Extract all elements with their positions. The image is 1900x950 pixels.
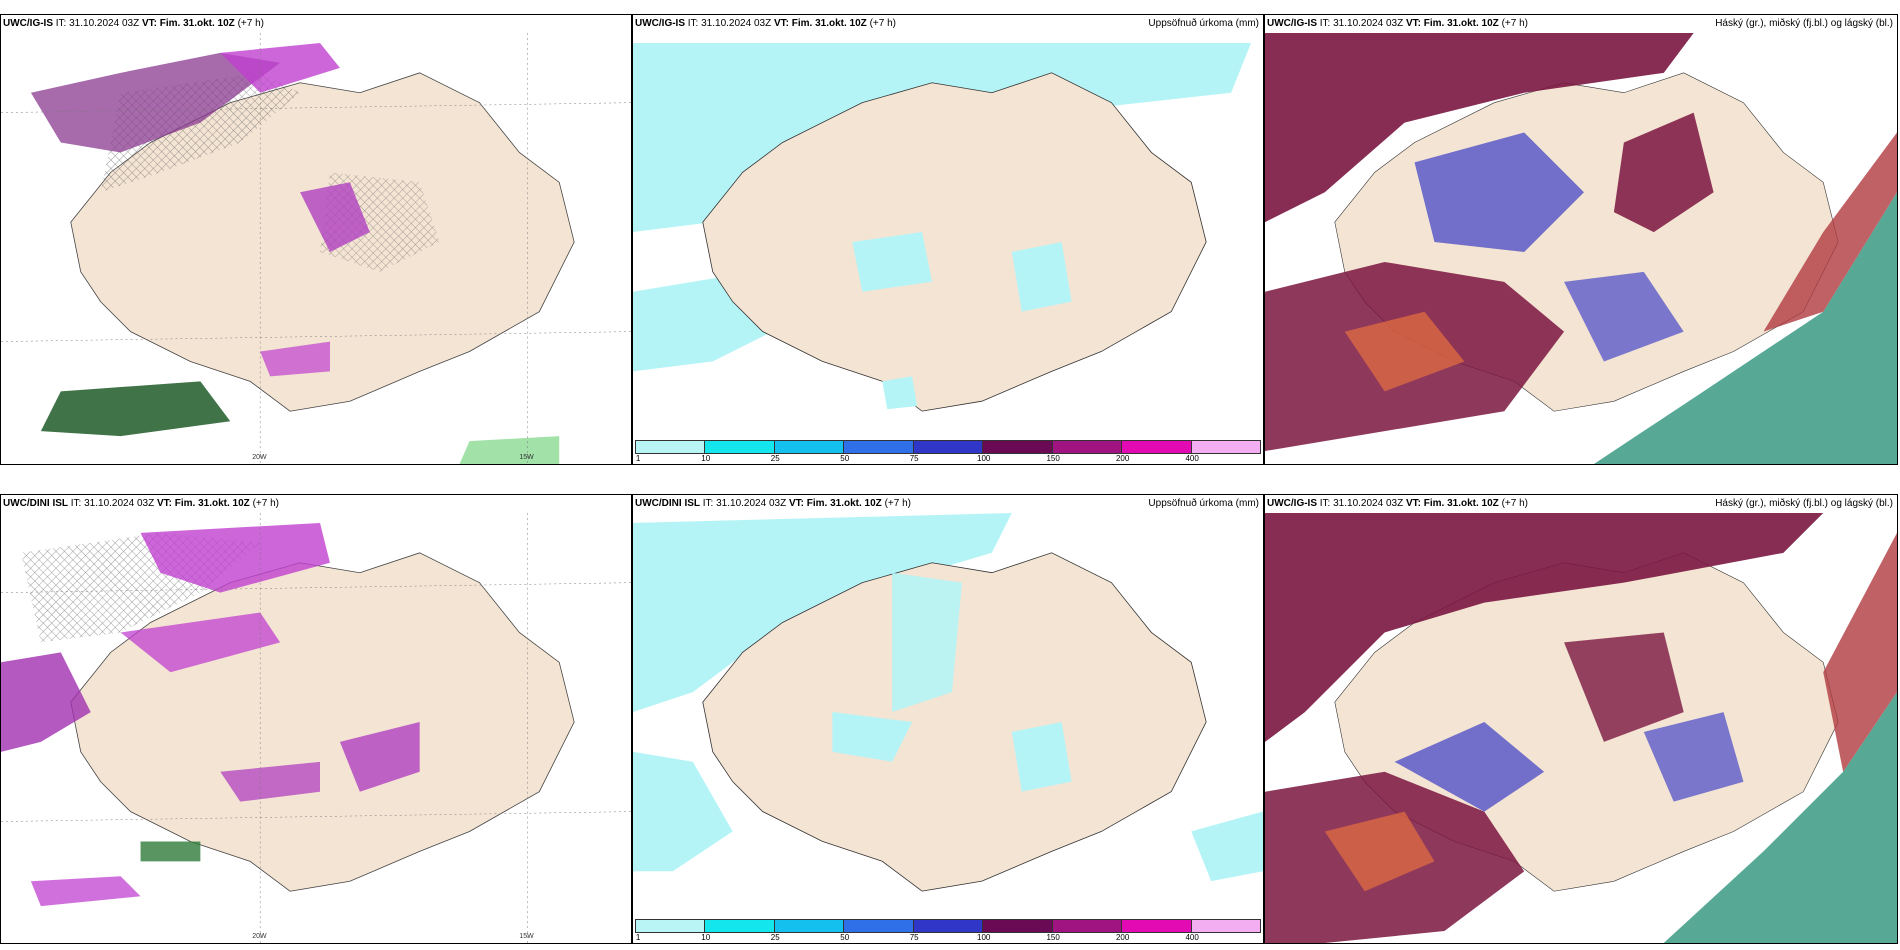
map-svg	[633, 42, 1252, 412]
panel-bottom-right: UWC/IG-IS IT: 31.10.2024 03Z VT: Fim. 31…	[1264, 494, 1898, 944]
panel-bottom-left: UWC/DINI ISL IT: 31.10.2024 03Z VT: Fim.…	[0, 494, 632, 944]
panel-header: UWC/IG-IS IT: 31.10.2024 03Z VT: Fim. 31…	[1267, 498, 1528, 509]
colorbar-label: 400	[1185, 454, 1199, 463]
colorbar-swatch	[705, 441, 775, 453]
map-svg	[1265, 33, 1897, 464]
colorbar-swatch	[983, 441, 1053, 453]
colorbar-swatch	[913, 441, 984, 453]
colorbar-label: 10	[701, 933, 711, 942]
lon-tick: 20W	[252, 454, 267, 461]
colorbar-swatch	[1052, 920, 1123, 932]
colorbar-swatch	[913, 920, 984, 932]
colorbar-swatch	[636, 441, 706, 453]
colorbar-label: 50	[840, 933, 850, 942]
map-svg	[633, 513, 1263, 892]
panel-bottom-middle: UWC/DINI ISL IT: 31.10.2024 03Z VT: Fim.…	[632, 494, 1264, 944]
colorbar-swatch	[844, 441, 914, 453]
map-svg: 20W 15W	[1, 513, 631, 943]
colorbar-label: 200	[1115, 454, 1130, 463]
colorbar-swatch	[1122, 441, 1192, 453]
colorbar-swatch	[844, 920, 914, 932]
colorbar-label: 50	[840, 454, 850, 463]
panel-top-right: UWC/IG-IS IT: 31.10.2024 03Z VT: Fim. 31…	[1264, 14, 1898, 465]
precip-colorbar: 1 10 25 50 75 100 150 200 400	[635, 440, 1261, 463]
colorbar-label: 200	[1115, 933, 1130, 942]
colorbar-swatch	[983, 920, 1053, 932]
panel-header: UWC/IG-IS IT: 31.10.2024 03Z VT: Fim. 31…	[3, 18, 264, 29]
panel-top-left: UWC/IG-IS IT: 31.10.2024 03Z VT: Fim. 31…	[0, 14, 632, 465]
colorbar-swatch	[774, 441, 845, 453]
wind-map: 20W 15W	[1, 513, 631, 943]
colorbar-swatch	[774, 920, 845, 932]
colorbar-swatch	[705, 920, 775, 932]
field-title: Uppsöfnuð úrkoma (mm)	[1148, 498, 1259, 509]
field-title: Háský (gr.), miðský (fj.bl.) og lágský (…	[1715, 18, 1893, 29]
colorbar-swatch	[1191, 920, 1260, 932]
colorbar-label: 75	[909, 933, 919, 942]
cloud-map	[1265, 33, 1897, 464]
colorbar-label: 150	[1046, 454, 1060, 463]
colorbar-swatch	[636, 920, 706, 932]
lon-tick: 15W	[519, 454, 534, 461]
colorbar-label: 1	[635, 933, 641, 942]
panel-header: UWC/DINI ISL IT: 31.10.2024 03Z VT: Fim.…	[635, 498, 911, 509]
colorbar-label: 150	[1046, 933, 1060, 942]
panel-header: UWC/IG-IS IT: 31.10.2024 03Z VT: Fim. 31…	[1267, 18, 1528, 29]
lon-tick: 20W	[252, 933, 267, 940]
lon-tick: 15W	[519, 933, 534, 940]
map-svg	[1265, 513, 1897, 943]
cloud-map	[1265, 513, 1897, 943]
colorbar-swatch	[1122, 920, 1192, 932]
colorbar-swatch	[1052, 441, 1123, 453]
colorbar-label: 25	[770, 933, 780, 942]
field-title: Uppsöfnuð úrkoma (mm)	[1148, 18, 1259, 29]
panel-header: UWC/DINI ISL IT: 31.10.2024 03Z VT: Fim.…	[3, 498, 279, 509]
colorbar-swatch	[1191, 441, 1260, 453]
colorbar-label: 10	[701, 454, 711, 463]
colorbar-label: 25	[770, 454, 780, 463]
precip-map	[633, 33, 1263, 438]
precip-colorbar: 1 10 25 50 75 100 150 200 400	[635, 919, 1261, 942]
iceland-land	[702, 72, 1207, 412]
map-svg: 20W 15W	[1, 33, 631, 464]
panel-header: UWC/IG-IS IT: 31.10.2024 03Z VT: Fim. 31…	[635, 18, 896, 29]
panel-top-middle: UWC/IG-IS IT: 31.10.2024 03Z VT: Fim. 31…	[632, 14, 1264, 465]
colorbar-label: 1	[635, 454, 641, 463]
precip-map	[633, 513, 1263, 917]
colorbar-label: 75	[909, 454, 919, 463]
colorbar-label: 100	[976, 454, 991, 463]
colorbar-label: 400	[1185, 933, 1199, 942]
field-title: Háský (gr.), miðský (fj.bl.) og lágský (…	[1715, 498, 1893, 509]
colorbar-label: 100	[976, 933, 991, 942]
iceland-land	[702, 552, 1207, 892]
wind-map: 20W 15W	[1, 33, 631, 464]
